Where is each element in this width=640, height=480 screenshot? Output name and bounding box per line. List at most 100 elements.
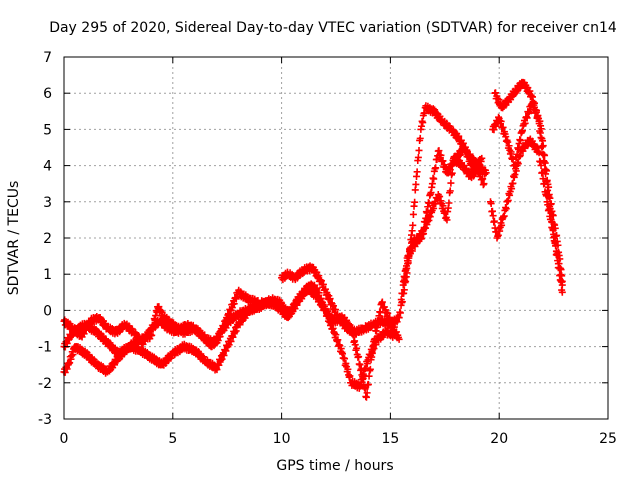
y-tick-label: 7 xyxy=(43,50,52,66)
data-point xyxy=(412,180,420,188)
data-point xyxy=(396,309,404,317)
data-point xyxy=(371,335,379,343)
data-point xyxy=(413,168,421,176)
data-point xyxy=(487,200,495,208)
data-point xyxy=(415,146,423,154)
data-point xyxy=(539,150,547,158)
data-point xyxy=(448,169,456,177)
data-point xyxy=(462,147,470,155)
data-point xyxy=(326,295,334,303)
data-point xyxy=(548,218,556,226)
data-point xyxy=(357,365,365,373)
data-point xyxy=(363,389,371,397)
data-point xyxy=(511,161,519,169)
data-point xyxy=(532,108,540,116)
data-point xyxy=(416,134,424,142)
data-point xyxy=(362,364,370,372)
data-point xyxy=(489,212,497,220)
data-point xyxy=(543,178,551,186)
data-point xyxy=(432,164,440,172)
data-point xyxy=(545,193,553,201)
data-point xyxy=(478,154,486,162)
data-point xyxy=(229,333,237,341)
data-point xyxy=(373,323,381,331)
data-point xyxy=(507,148,515,156)
data-point xyxy=(490,217,498,225)
data-point xyxy=(535,117,543,125)
axis-ticks: 0 5 10 15 20 25 -3 -2 -1 0 1 2 3 4 5 6 7 xyxy=(38,50,617,447)
data-point xyxy=(552,242,560,250)
y-tick-label: -2 xyxy=(38,376,52,392)
data-point xyxy=(494,231,502,239)
y-tick-label: 1 xyxy=(43,267,52,283)
y-tick-label: -3 xyxy=(38,412,52,428)
y-tick-label: -1 xyxy=(38,340,52,356)
data-point xyxy=(397,296,405,304)
data-point xyxy=(537,161,545,169)
data-point xyxy=(364,380,372,388)
data-point xyxy=(445,199,453,207)
data-point xyxy=(482,169,490,177)
data-point xyxy=(545,183,553,191)
data-point xyxy=(540,158,548,166)
data-point xyxy=(395,335,403,343)
x-axis-label: GPS time / hours xyxy=(276,458,393,474)
chart-title: Day 295 of 2020, Sidereal Day-to-day VTE… xyxy=(49,20,617,36)
data-point xyxy=(509,179,517,187)
x-tick-label: 5 xyxy=(168,431,177,447)
data-point xyxy=(497,117,505,125)
data-point xyxy=(422,224,430,232)
data-point xyxy=(420,230,428,238)
data-point xyxy=(538,143,546,151)
data-point xyxy=(550,230,558,238)
data-point xyxy=(479,175,487,183)
data-point xyxy=(447,179,455,187)
data-point xyxy=(502,205,510,213)
data-point xyxy=(558,288,566,296)
data-point xyxy=(492,89,500,97)
data-point xyxy=(232,295,240,303)
data-point xyxy=(426,213,434,221)
data-point xyxy=(498,221,506,229)
data-point xyxy=(349,331,357,339)
data-point xyxy=(409,210,417,218)
data-point xyxy=(368,349,376,357)
data-point xyxy=(547,209,555,217)
data-point xyxy=(557,277,565,285)
data-point xyxy=(366,365,374,373)
data-point xyxy=(403,264,411,272)
data-point xyxy=(437,151,445,159)
data-point xyxy=(411,198,419,206)
y-tick-label: 3 xyxy=(43,195,52,211)
data-point xyxy=(361,385,369,393)
data-point xyxy=(419,119,427,127)
data-point xyxy=(400,286,408,294)
data-point xyxy=(514,160,522,168)
y-tick-label: 0 xyxy=(43,303,52,319)
data-point xyxy=(414,153,422,161)
data-point xyxy=(353,344,361,352)
data-point xyxy=(535,149,543,157)
x-tick-label: 25 xyxy=(599,431,617,447)
data-point xyxy=(341,355,349,363)
y-tick-label: 6 xyxy=(43,86,52,102)
data-point xyxy=(321,285,329,293)
data-point xyxy=(537,134,545,142)
data-point xyxy=(346,372,354,380)
data-point xyxy=(399,289,407,297)
data-point xyxy=(514,145,522,153)
data-point xyxy=(66,359,74,367)
data-point xyxy=(436,193,444,201)
data-point xyxy=(504,138,512,146)
data-point xyxy=(480,180,488,188)
x-tick-label: 10 xyxy=(273,431,291,447)
data-point xyxy=(401,274,409,282)
data-point xyxy=(374,318,382,326)
data-point xyxy=(523,114,531,122)
data-point xyxy=(446,187,454,195)
data-point xyxy=(516,137,524,145)
data-point xyxy=(504,196,512,204)
data-marks xyxy=(60,78,566,401)
